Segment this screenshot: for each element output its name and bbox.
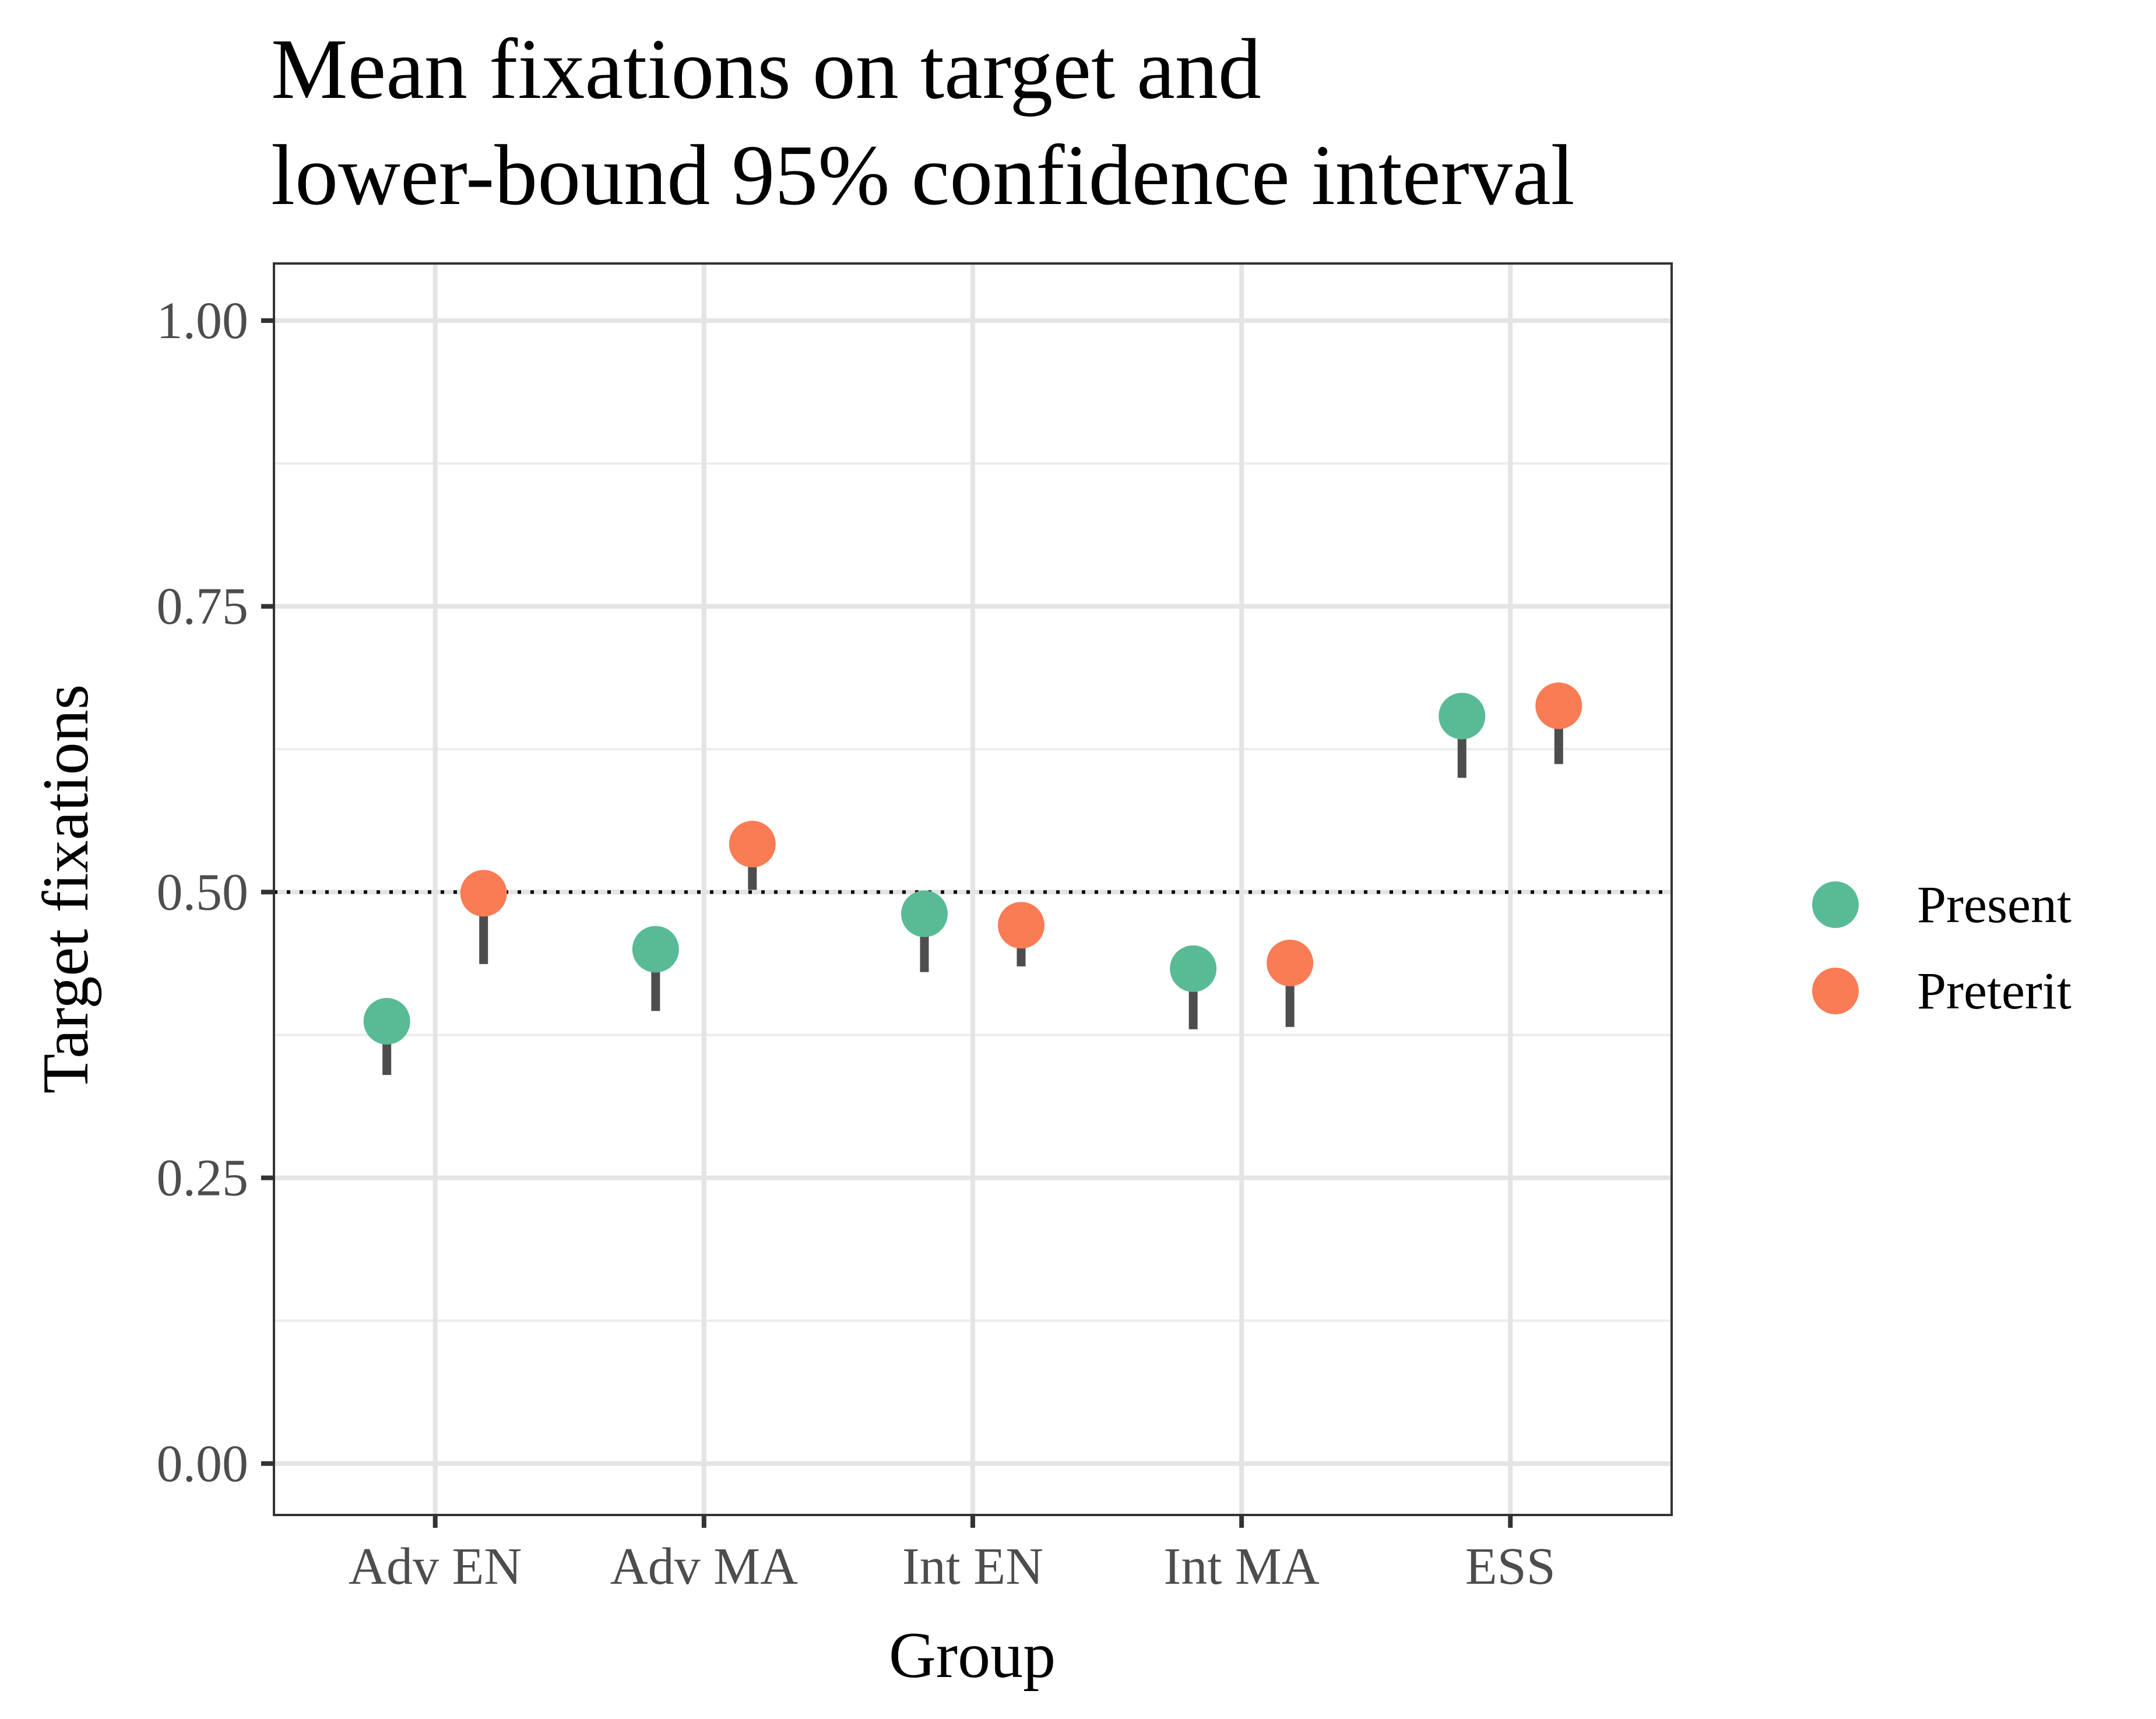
chart-title: Mean fixations on target and	[271, 22, 1261, 117]
y-tick-label: 1.00	[157, 292, 249, 350]
data-point-present	[901, 890, 948, 937]
major-gridlines	[274, 263, 1672, 1515]
y-axis-title: Target fixations	[30, 684, 102, 1094]
y-tick-label: 0.50	[157, 863, 249, 921]
data-points	[363, 682, 1582, 1045]
data-point-preterit	[729, 821, 776, 868]
x-tick-label: Int EN	[902, 1538, 1043, 1595]
x-tick-label: Adv MA	[610, 1538, 799, 1595]
legend-label-preterit: Preterit	[1917, 962, 2071, 1020]
y-tick-label: 0.75	[157, 578, 249, 635]
x-axis-title: Group	[889, 1619, 1056, 1692]
data-point-preterit	[1535, 682, 1582, 729]
data-point-preterit	[1267, 939, 1314, 986]
legend-key-present	[1812, 881, 1859, 928]
data-point-present	[363, 997, 410, 1045]
x-tick-label: Int MA	[1163, 1538, 1320, 1595]
x-tick-label: ESS	[1465, 1538, 1556, 1595]
data-point-present	[1170, 945, 1217, 992]
y-tick-label: 0.25	[157, 1149, 249, 1207]
data-point-preterit	[998, 902, 1045, 949]
data-point-preterit	[460, 870, 507, 917]
y-axis: 0.00 0.25 0.50 0.75 1.00	[157, 292, 274, 1493]
x-axis: Adv EN Adv MA Int EN Int MA ESS	[349, 1515, 1556, 1595]
legend-key-preterit	[1812, 968, 1859, 1014]
x-tick-label: Adv EN	[349, 1538, 522, 1595]
data-point-present	[632, 926, 679, 973]
y-tick-label: 0.00	[157, 1435, 249, 1493]
chart-subtitle: lower-bound 95% confidence interval	[271, 128, 1575, 223]
legend: Present Preterit	[1812, 876, 2071, 1020]
legend-label-present: Present	[1917, 876, 2071, 934]
data-point-present	[1438, 692, 1486, 740]
